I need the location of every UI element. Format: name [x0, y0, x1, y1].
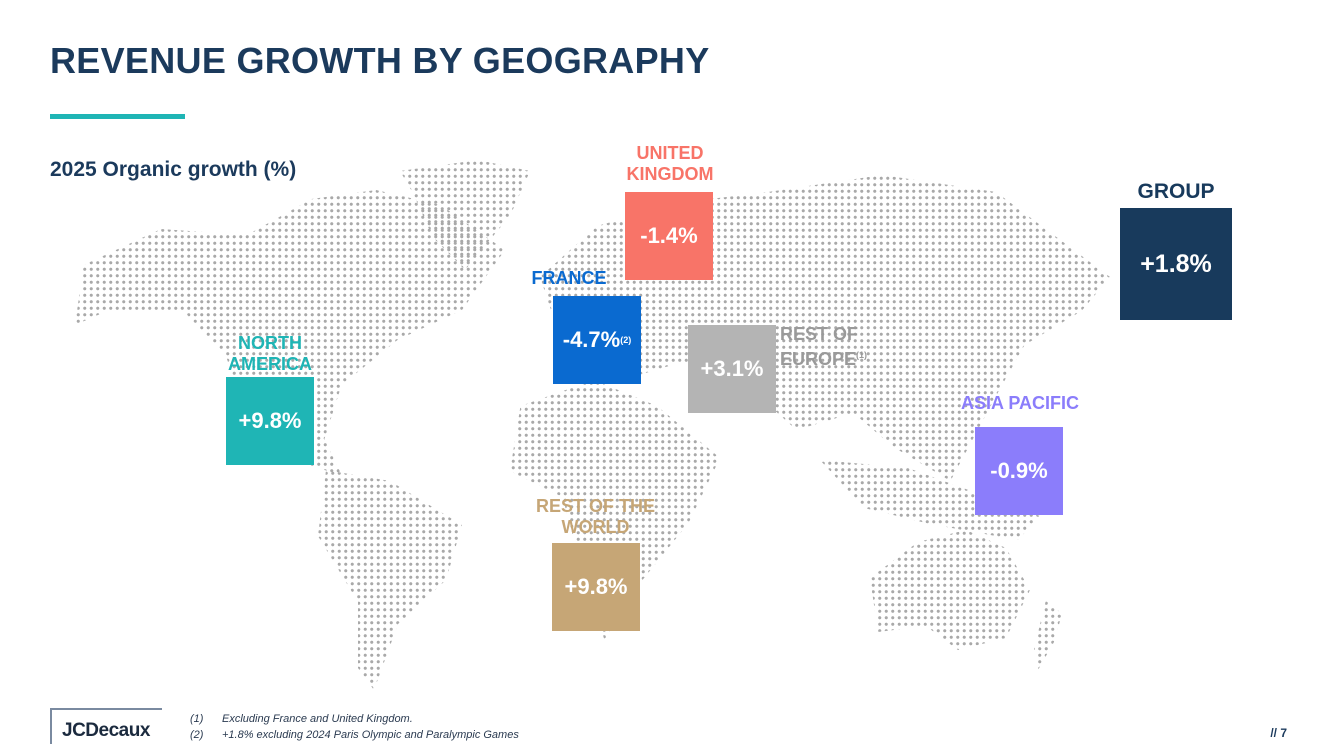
footnotes: (1) Excluding France and United Kingdom. …: [190, 711, 519, 743]
value-asia-pacific: -0.9%: [975, 427, 1063, 515]
value-group: +1.8%: [1120, 208, 1232, 320]
label-asia-pacific: ASIA PACIFIC: [960, 393, 1079, 413]
label-rest-of-europe: REST OF EUROPE(1): [780, 324, 868, 369]
value-rest-of-europe: +3.1%: [688, 325, 776, 413]
footnote-ref: (2): [620, 335, 632, 345]
title-underline: [50, 114, 185, 119]
value-north-america: +9.8%: [226, 377, 314, 465]
footnote-ref: (1): [856, 350, 868, 360]
label-group: GROUP: [1137, 180, 1215, 203]
label-north-america: NORTH AMERICA: [228, 333, 312, 374]
chart-subtitle: 2025 Organic growth (%): [50, 158, 297, 181]
footnote: (2) +1.8% excluding 2024 Paris Olympic an…: [190, 729, 519, 741]
map-south-america: [318, 470, 462, 690]
map-new-zealand: [1034, 600, 1062, 670]
label-rest-of-the-world: REST OF THE WORLD: [535, 496, 655, 537]
value-france: -4.7% (2): [553, 296, 641, 384]
footnote: (1) Excluding France and United Kingdom.: [190, 713, 413, 725]
map-australia: [870, 530, 1030, 650]
value-united-kingdom: -1.4%: [625, 192, 713, 280]
value-rest-of-the-world: +9.8%: [552, 543, 640, 631]
label-united-kingdom: UNITED KINGDOM: [626, 143, 714, 184]
jcdecaux-logo: JCDecaux: [50, 708, 162, 744]
page-title: REVENUE GROWTH BY GEOGRAPHY: [50, 40, 710, 81]
page-number: // 7: [1270, 726, 1287, 740]
label-france: FRANCE: [531, 268, 607, 288]
